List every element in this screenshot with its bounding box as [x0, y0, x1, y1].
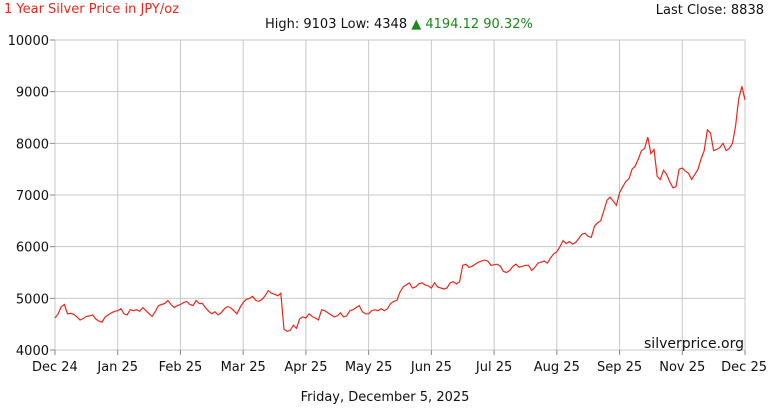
y-tick-label: 7000	[16, 189, 49, 204]
x-tick-label: Jul 25	[475, 360, 512, 375]
change-up-arrow-icon: ▲	[411, 17, 422, 32]
y-tick-label: 8000	[16, 137, 49, 152]
price-series-line	[54, 86, 746, 333]
high-low-text: High: 9103 Low: 4348	[265, 17, 408, 32]
chart-title: 1 Year Silver Price in JPY/oz	[4, 2, 180, 17]
x-tick-label: Aug 25	[534, 360, 580, 375]
high-low-change: High: 9103 Low: 4348 ▲ 4194.12 90.32%	[265, 17, 533, 32]
y-tick-label: 10000	[8, 34, 49, 49]
y-tick-label: 4000	[16, 344, 49, 359]
x-tick-label: Jun 25	[410, 360, 452, 375]
chart-grid	[54, 39, 746, 351]
last-close-label: Last Close: 8838	[655, 3, 764, 18]
y-tick-label: 6000	[16, 241, 49, 256]
x-tick-label: Sep 25	[597, 360, 642, 375]
y-axis-ticks: 4000 5000 6000 7000 8000 9000 10000	[8, 34, 55, 359]
footer-date: Friday, December 5, 2025	[300, 390, 470, 405]
y-tick-label: 9000	[16, 86, 49, 101]
x-tick-label: May 25	[345, 360, 393, 375]
x-tick-label: Jan 25	[96, 360, 138, 375]
x-tick-label: Apr 25	[284, 360, 327, 375]
x-axis-ticks: Dec 24 Jan 25 Feb 25 Mar 25 Apr 25 May 25 Jun …	[32, 350, 767, 375]
x-tick-label: Mar 25	[221, 360, 266, 375]
watermark: silverprice.org	[644, 336, 744, 352]
change-value: 4194.12 90.32%	[425, 17, 533, 32]
x-tick-label: Dec 25	[721, 360, 767, 375]
y-tick-label: 5000	[16, 292, 49, 307]
x-tick-label: Nov 25	[659, 360, 705, 375]
x-tick-label: Dec 24	[32, 360, 78, 375]
x-tick-label: Feb 25	[159, 360, 203, 375]
